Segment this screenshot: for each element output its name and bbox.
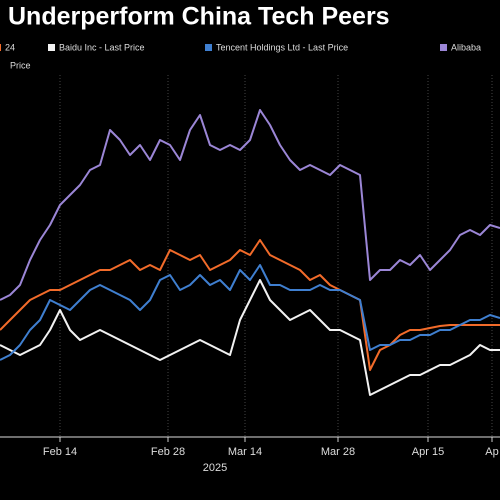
chart-title: Underperform China Tech Peers (8, 3, 390, 31)
legend-swatch (48, 44, 55, 51)
legend-continuation: Price (10, 60, 31, 70)
series-line (0, 109, 500, 301)
x-tick-label: Mar 14 (228, 446, 262, 458)
x-tick-label: Feb 28 (151, 446, 185, 458)
series-line (0, 264, 500, 361)
x-tick-label: Apr 15 (412, 446, 444, 458)
x-tick-label: Feb 14 (43, 446, 77, 458)
legend-swatch (0, 44, 1, 51)
legend-swatch (205, 44, 212, 51)
x-tick-label: Mar 28 (321, 446, 355, 458)
x-tick-label: Ap (485, 446, 498, 458)
legend-label: 24 (5, 42, 15, 52)
series-line (0, 279, 500, 396)
series-line (0, 239, 500, 371)
legend-label: Alibaba (451, 42, 481, 52)
x-axis-label: 2025 (203, 462, 227, 474)
legend-swatch (440, 44, 447, 51)
legend-label: Baidu Inc - Last Price (59, 42, 145, 52)
legend-label: Tencent Holdings Ltd - Last Price (216, 42, 348, 52)
